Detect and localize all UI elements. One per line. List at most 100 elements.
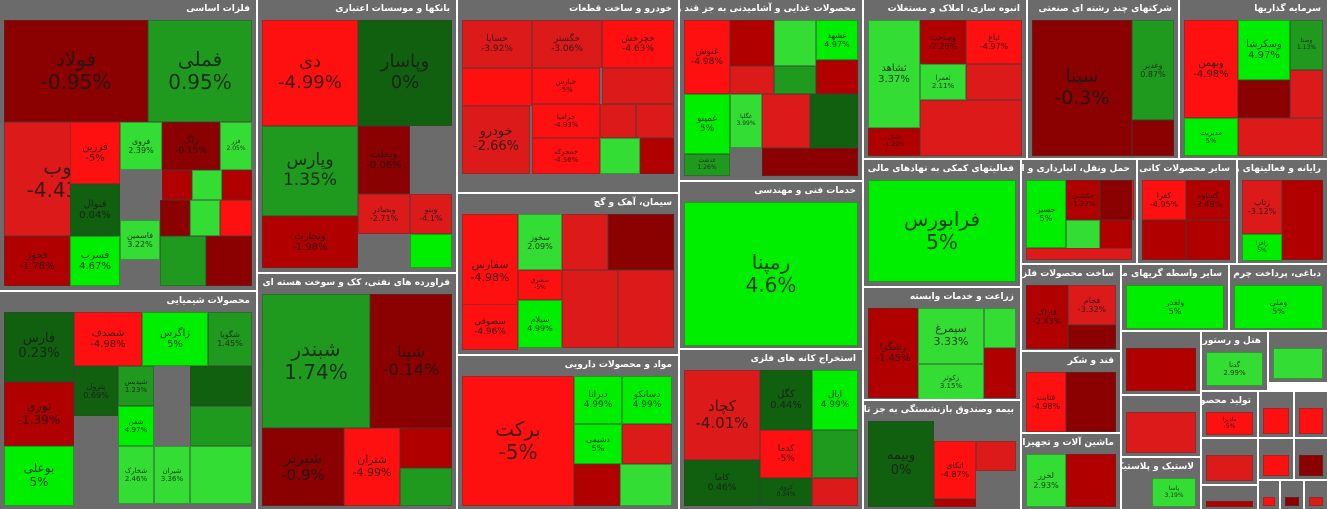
stock-tile[interactable]: دشیمی 5%	[574, 424, 622, 464]
stock-tile[interactable]: وساخت -2.28%	[920, 20, 966, 64]
minor-sector-box[interactable]	[1202, 486, 1257, 509]
sector-title[interactable]: فعالیتهای کمکی به نهادهای مالی واسط	[864, 164, 1014, 174]
sector-title[interactable]: فراورده های نفتی، کک و سوخت هسته ای	[262, 278, 450, 288]
stock-tile[interactable]: برکت -5%	[462, 376, 574, 506]
sector-box[interactable]: فعالیتهای کمکی به نهادهای مالی واسط فرابو…	[864, 160, 1020, 286]
minor-stock-tile[interactable]	[1263, 455, 1289, 476]
stock-tile[interactable]: شفن 4.97%	[118, 406, 154, 446]
stock-tile[interactable]: فارس 0.23%	[4, 312, 74, 382]
minor-sector-box[interactable]	[1295, 392, 1327, 437]
stock-tile[interactable]: خپارس -5%	[532, 68, 600, 104]
minor-stock-tile[interactable]	[602, 68, 674, 104]
stock-tile[interactable]: سخوز 2.09%	[518, 214, 562, 270]
minor-stock-tile[interactable]	[190, 446, 252, 504]
minor-sector-box[interactable]	[1202, 439, 1257, 484]
minor-stock-tile[interactable]	[600, 104, 636, 138]
stock-tile[interactable]: قثابت -4.98%	[1026, 372, 1066, 432]
minor-stock-tile[interactable]	[1263, 497, 1275, 506]
minor-sector-box[interactable]	[1122, 332, 1200, 394]
minor-stock-tile[interactable]	[600, 138, 640, 174]
stock-tile[interactable]: شبندر 1.74%	[262, 294, 370, 428]
stock-tile[interactable]: زشگزا -1.45%	[868, 308, 918, 398]
stock-tile[interactable]: غگلپا 3.99%	[730, 94, 762, 148]
minor-stock-tile[interactable]	[1290, 70, 1323, 118]
minor-stock-tile[interactable]	[920, 100, 1022, 156]
stock-tile[interactable]: لخزر 2.93%	[1026, 454, 1066, 507]
stock-tile[interactable]: زاگرس 5%	[142, 312, 208, 366]
minor-sector-box[interactable]	[1281, 481, 1303, 509]
minor-stock-tile[interactable]	[190, 406, 252, 446]
stock-tile[interactable]: دبرانا 4.99%	[574, 376, 622, 424]
minor-stock-tile[interactable]	[410, 234, 452, 268]
stock-tile[interactable]: فروی 2.39%	[120, 122, 162, 170]
minor-stock-tile[interactable]	[774, 20, 816, 66]
minor-stock-tile[interactable]	[618, 270, 674, 348]
stock-tile[interactable]: پترول 0.69%	[74, 366, 118, 416]
sector-title[interactable]: سیمان، آهک و گچ	[593, 198, 672, 208]
minor-stock-tile[interactable]	[462, 68, 532, 106]
stock-tile[interactable]: سپنا -0.3%	[1032, 20, 1132, 156]
minor-stock-tile[interactable]	[1066, 372, 1116, 432]
minor-stock-tile[interactable]	[574, 464, 620, 506]
minor-stock-tile[interactable]	[1068, 325, 1116, 349]
minor-stock-tile[interactable]	[636, 104, 674, 138]
sector-title[interactable]: سرمایه گذاریها	[1254, 4, 1321, 14]
minor-stock-tile[interactable]	[1206, 455, 1253, 481]
stock-tile[interactable]: دسانکو 4.99%	[622, 376, 672, 424]
sector-title[interactable]: استخراج کانه های فلزی	[750, 354, 856, 364]
minor-stock-tile[interactable]	[1132, 120, 1174, 156]
stock-tile[interactable]: فرابورس 5%	[868, 180, 1016, 282]
minor-stock-tile[interactable]	[1126, 412, 1196, 453]
sector-title[interactable]: شرکتهای چند رشته ای صنعتی	[1038, 4, 1172, 14]
sector-title[interactable]: انبوه سازی، املاک و مستغلات	[887, 4, 1020, 14]
minor-stock-tile[interactable]	[190, 366, 252, 406]
minor-stock-tile[interactable]	[620, 464, 672, 506]
stock-tile[interactable]: سیمرغ 3.33%	[918, 308, 984, 364]
minor-stock-tile[interactable]	[220, 200, 252, 236]
sector-title[interactable]: بانکها و موسسات اعتباری	[335, 4, 450, 14]
minor-stock-tile[interactable]	[976, 441, 1016, 471]
sector-title[interactable]: قند و شکر	[1067, 356, 1114, 366]
stock-tile[interactable]: غنوش -4.98%	[684, 20, 730, 94]
stock-tile[interactable]: وپاسار 0%	[358, 20, 452, 126]
stock-tile[interactable]: نوری -1.39%	[4, 382, 74, 446]
minor-stock-tile[interactable]	[774, 66, 816, 94]
minor-stock-tile[interactable]	[160, 236, 206, 286]
minor-stock-tile[interactable]	[1206, 501, 1253, 507]
stock-tile[interactable]: وبیمه 0%	[868, 421, 934, 507]
minor-sector-box[interactable]	[1122, 396, 1200, 456]
minor-stock-tile[interactable]	[762, 94, 810, 148]
stock-tile[interactable]: رافزا 5%	[1242, 234, 1282, 261]
stock-tile[interactable]: وصنا 1.13%	[1290, 20, 1323, 70]
sector-box[interactable]: شرکتهای چند رشته ای صنعتی سپنا -0.3% وغدیر 0…	[1028, 0, 1178, 158]
sector-title[interactable]: خودرو و ساخت قطعات	[569, 4, 672, 14]
stock-tile[interactable]: سصوفی -4.96%	[462, 304, 518, 350]
stock-tile[interactable]: وتجارت -1.98%	[262, 216, 358, 268]
stock-tile[interactable]: وسکرشا 4.97%	[1238, 20, 1290, 80]
minor-stock-tile[interactable]	[1026, 248, 1132, 260]
sector-box[interactable]: محصولات شیمیایی فارس 0.23% شصدف -4.98% زاگرس 5…	[0, 292, 256, 509]
stock-tile[interactable]: ثعمرا 2.11%	[920, 64, 966, 100]
stock-tile[interactable]: وبهمن -4.98%	[1184, 20, 1238, 118]
stock-tile[interactable]: فاراک -2.43%	[1026, 285, 1068, 349]
minor-stock-tile[interactable]	[192, 170, 222, 200]
stock-tile[interactable]: کدما -5%	[760, 430, 812, 478]
stock-tile[interactable]: فزر 2.05%	[220, 122, 252, 170]
stock-tile[interactable]: غمینو 5%	[684, 94, 730, 154]
sector-title[interactable]: رایانه و فعالیتهای وابسته به آن	[1238, 164, 1321, 174]
stock-tile[interactable]: غدشت 1.26%	[684, 154, 730, 176]
minor-sector-box[interactable]	[1259, 439, 1293, 479]
minor-stock-tile[interactable]	[934, 499, 976, 507]
minor-stock-tile[interactable]	[222, 170, 252, 200]
minor-stock-tile[interactable]	[812, 430, 858, 478]
stock-tile[interactable]: کروی 0.24%	[760, 478, 812, 506]
sector-box[interactable]: خدمات فنی و مهندسی رمپنا 4.6%	[680, 182, 862, 348]
minor-stock-tile[interactable]	[640, 138, 674, 174]
minor-stock-tile[interactable]	[160, 200, 190, 236]
stock-tile[interactable]: شخارک 2.46%	[118, 446, 154, 504]
stock-tile[interactable]: حکشتی -1.22%	[1066, 180, 1100, 220]
sector-title[interactable]: حمل ونقل، انبارداری و ارتباطات	[1022, 164, 1130, 174]
minor-sector-box[interactable]	[1295, 439, 1327, 479]
stock-tile[interactable]: خساپا -3.92%	[462, 20, 532, 68]
